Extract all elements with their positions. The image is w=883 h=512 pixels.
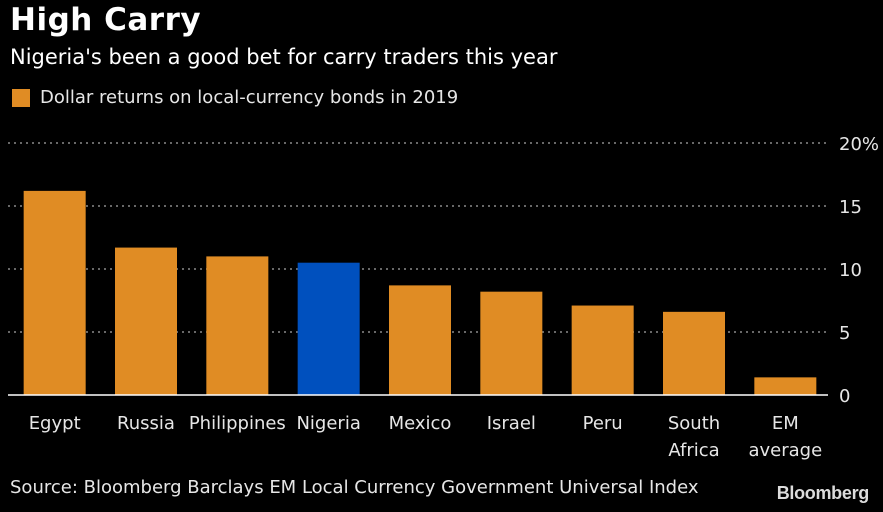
source-note: Source: Bloomberg Barclays EM Local Curr… (10, 477, 699, 498)
bar-russia (115, 247, 177, 395)
x-tick-label: Israel (487, 413, 536, 434)
y-tick-label: 10 (839, 260, 862, 281)
y-tick-label: 20% (839, 134, 879, 155)
chart-title: High Carry (10, 2, 202, 38)
y-tick-label: 15 (839, 197, 862, 218)
legend: Dollar returns on local-currency bonds i… (12, 87, 458, 108)
bar-mexico (389, 285, 451, 395)
bar-egypt (23, 190, 86, 395)
bar-philippines (206, 256, 269, 395)
bar-peru (571, 305, 634, 395)
x-tick-label: EM average (748, 413, 822, 461)
legend-swatch (12, 88, 30, 107)
bar-nigeria (297, 262, 360, 395)
x-tick-label: Egypt (29, 413, 81, 434)
x-tick-label: Mexico (389, 413, 452, 434)
x-tick-label: South Africa (668, 413, 720, 461)
bar-chart: 0 5 10 15 20% Egypt Russia Philippines Nigeria Me… (8, 134, 879, 461)
bar-south-africa (663, 311, 725, 395)
brand-logo: Bloomberg (776, 483, 870, 503)
chart-subtitle: Nigeria's been a good bet for carry trad… (10, 45, 558, 69)
x-tick-label: Peru (583, 413, 623, 434)
x-tick-label: Philippines (189, 413, 286, 434)
bar-israel (480, 291, 543, 395)
x-tick-label: Russia (117, 413, 175, 434)
y-tick-label: 0 (839, 386, 850, 407)
y-tick-label: 5 (839, 323, 850, 344)
bar-em-average (754, 377, 817, 395)
legend-label: Dollar returns on local-currency bonds i… (40, 87, 459, 108)
x-tick-label: Nigeria (296, 413, 360, 434)
